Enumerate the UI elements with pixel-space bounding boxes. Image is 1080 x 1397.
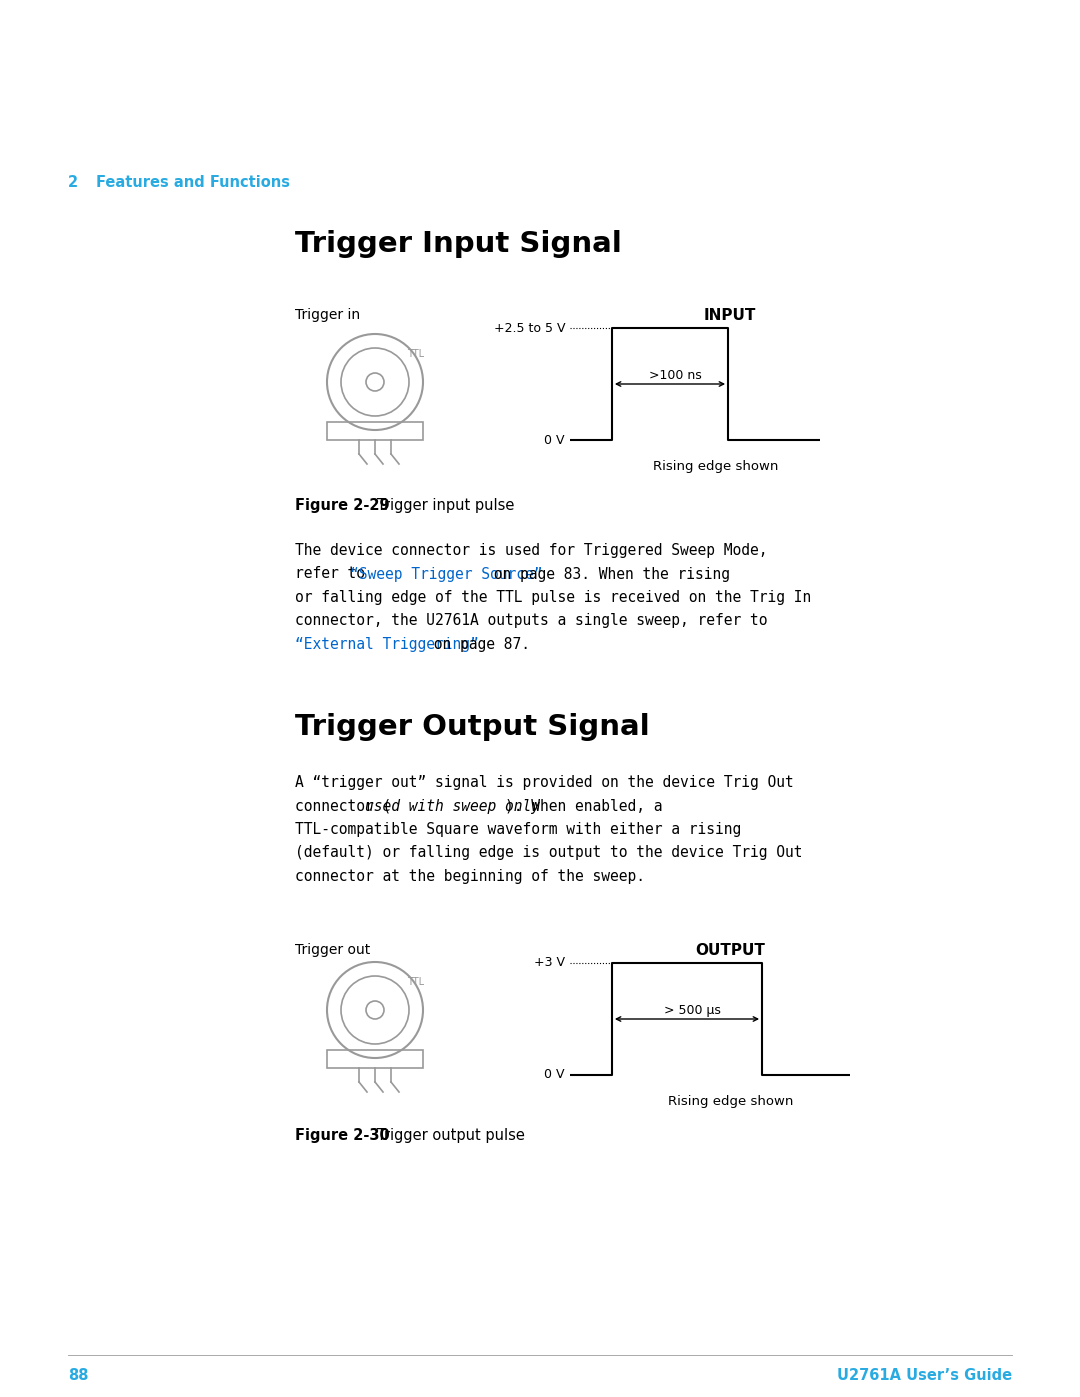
Text: Figure 2-29: Figure 2-29: [295, 497, 390, 513]
Text: TTL-compatible Square waveform with either a rising: TTL-compatible Square waveform with eith…: [295, 821, 741, 837]
Text: TTL: TTL: [407, 977, 424, 988]
Text: used with sweep only: used with sweep only: [365, 799, 540, 813]
Text: or falling edge of the TTL pulse is received on the Trig In: or falling edge of the TTL pulse is rece…: [295, 590, 811, 605]
Text: +3 V: +3 V: [534, 957, 565, 970]
Text: Trigger Output Signal: Trigger Output Signal: [295, 712, 650, 740]
Text: 0 V: 0 V: [544, 1069, 565, 1081]
Text: “External Triggering”: “External Triggering”: [295, 637, 478, 652]
Text: Figure 2-30: Figure 2-30: [295, 1127, 390, 1143]
Text: Trigger input pulse: Trigger input pulse: [377, 497, 514, 513]
Text: OUTPUT: OUTPUT: [696, 943, 765, 958]
Text: 2: 2: [68, 175, 78, 190]
Text: Trigger output pulse: Trigger output pulse: [377, 1127, 525, 1143]
Text: Rising edge shown: Rising edge shown: [653, 460, 779, 474]
Text: Trigger out: Trigger out: [295, 943, 370, 957]
Text: > 500 μs: > 500 μs: [663, 1004, 720, 1017]
Text: 0 V: 0 V: [544, 433, 565, 447]
Text: +2.5 to 5 V: +2.5 to 5 V: [494, 321, 565, 334]
Text: Features and Functions: Features and Functions: [96, 175, 291, 190]
Text: refer to: refer to: [295, 567, 374, 581]
Text: TTL: TTL: [407, 349, 424, 359]
Text: U2761A User’s Guide: U2761A User’s Guide: [837, 1368, 1012, 1383]
Text: INPUT: INPUT: [704, 307, 756, 323]
Text: on page 87.: on page 87.: [426, 637, 530, 652]
Text: connector (: connector (: [295, 799, 391, 813]
Text: Trigger in: Trigger in: [295, 307, 360, 321]
Text: >100 ns: >100 ns: [649, 369, 701, 381]
Text: connector at the beginning of the sweep.: connector at the beginning of the sweep.: [295, 869, 645, 884]
Text: 88: 88: [68, 1368, 89, 1383]
Text: connector, the U2761A outputs a single sweep, refer to: connector, the U2761A outputs a single s…: [295, 613, 768, 629]
Text: ). When enabled, a: ). When enabled, a: [505, 799, 662, 813]
Text: (default) or falling edge is output to the device Trig Out: (default) or falling edge is output to t…: [295, 845, 802, 861]
Text: Rising edge shown: Rising edge shown: [669, 1095, 794, 1108]
Text: A “trigger out” signal is provided on the device Trig Out: A “trigger out” signal is provided on th…: [295, 775, 794, 789]
Text: “Sweep Trigger Source”: “Sweep Trigger Source”: [350, 567, 542, 581]
Text: on page 83. When the rising: on page 83. When the rising: [485, 567, 730, 581]
Text: Trigger Input Signal: Trigger Input Signal: [295, 231, 622, 258]
Text: The device connector is used for Triggered Sweep Mode,: The device connector is used for Trigger…: [295, 543, 768, 557]
